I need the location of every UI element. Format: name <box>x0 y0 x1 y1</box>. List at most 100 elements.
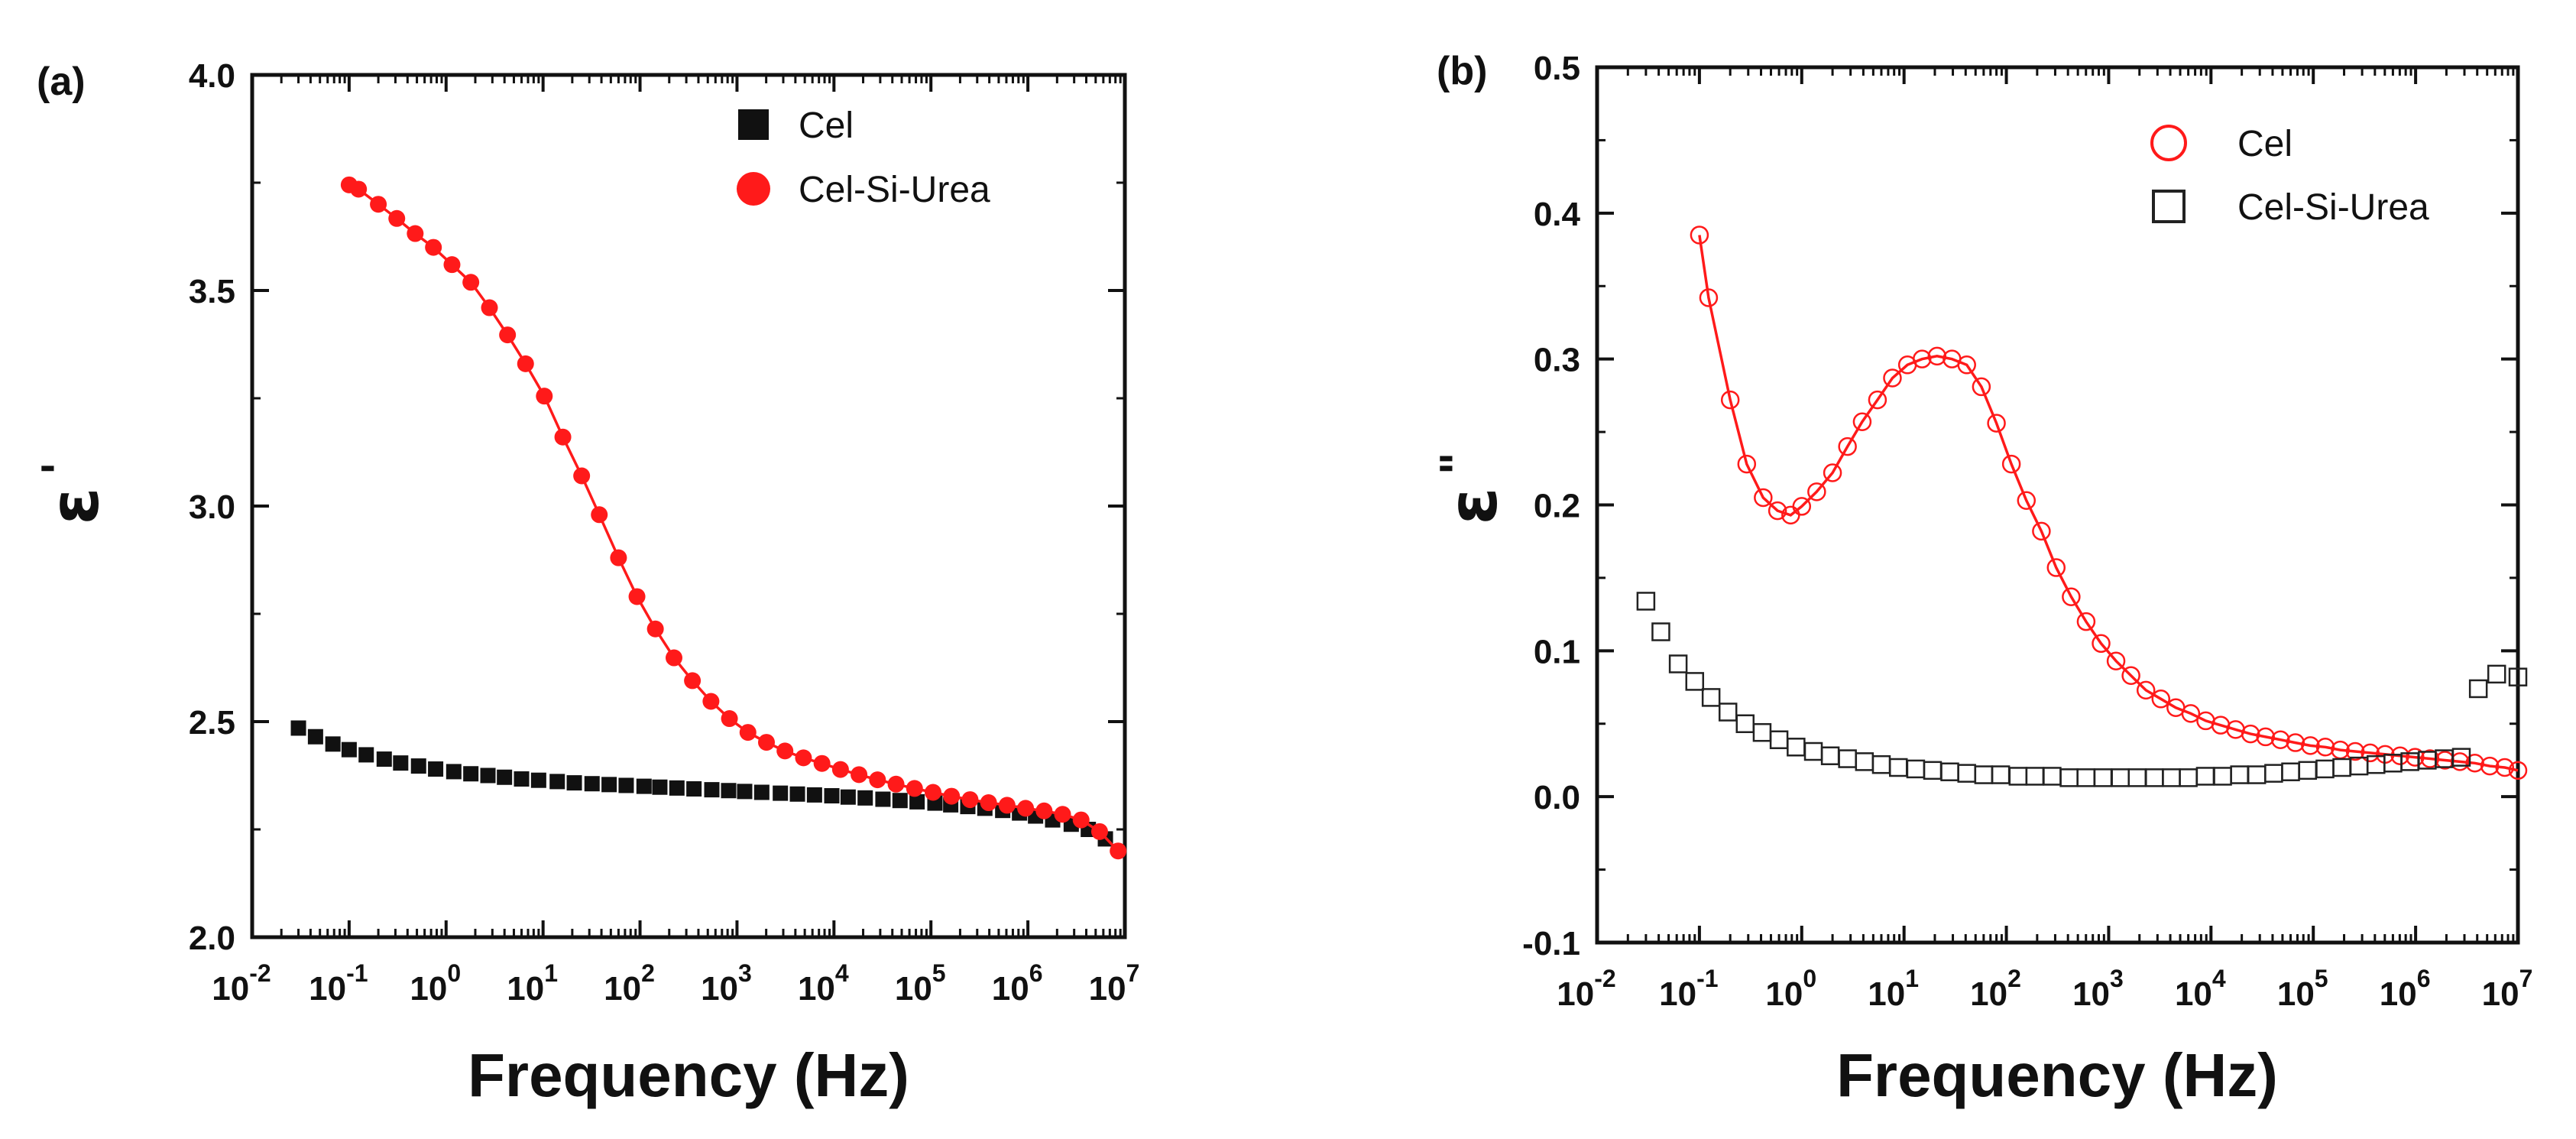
cel-si-urea-point <box>1803 741 1823 761</box>
cel-si-urea-point <box>1685 672 1705 691</box>
cel-point <box>2495 758 2515 777</box>
cel-point <box>2017 491 2036 511</box>
x-tick-label: 104 <box>2175 965 2226 1013</box>
cel-point <box>1690 226 1709 245</box>
cel-point <box>2151 690 2171 709</box>
cel-point <box>2032 521 2051 541</box>
cel-si-urea-point <box>370 196 387 213</box>
cel-si-urea-point <box>1769 730 1789 749</box>
cel-point <box>549 774 565 790</box>
cel-si-urea-point <box>924 784 941 801</box>
panel-a-legend: Cel Cel-Si-Urea <box>737 105 990 210</box>
y-tick-label: 0.0 <box>1534 779 1580 816</box>
cel-si-urea-point <box>1090 823 1108 840</box>
cel-si-urea-point <box>536 388 553 405</box>
cel-point <box>2181 704 2201 723</box>
y-tick-label: 0.2 <box>1534 488 1580 525</box>
cel-point <box>1987 414 2006 433</box>
panel-a-marks <box>290 176 1127 860</box>
x-tick-label: 10-2 <box>1557 965 1615 1013</box>
cel-si-urea-point <box>2162 768 2181 787</box>
cel-si-urea-point <box>1636 592 1656 611</box>
cel-point <box>2450 752 2470 771</box>
y-tick-label: -0.1 <box>1522 925 1580 962</box>
cel-si-urea-point <box>1855 752 1874 771</box>
legend-cel-si-urea-label: Cel-Si-Urea <box>2237 187 2429 228</box>
cel-si-urea-point <box>2247 765 2267 784</box>
cel-si-urea-point <box>2195 767 2215 786</box>
cel-si-urea-point <box>2487 664 2506 684</box>
cel-si-urea-point <box>1871 754 1891 774</box>
cel-si-urea-point <box>517 355 534 372</box>
cel-point <box>2301 736 2320 755</box>
legend-cel-marker <box>738 109 769 140</box>
cel-si-urea-point <box>795 749 812 767</box>
cel-si-urea-point <box>1110 842 1127 860</box>
cel-si-urea-point <box>2315 759 2335 779</box>
y-tick-label: 2.0 <box>189 920 235 957</box>
cel-point <box>1838 436 1857 456</box>
cel-si-urea-point <box>2508 667 2528 686</box>
cel-point <box>2406 748 2425 767</box>
cel-point <box>2480 756 2500 776</box>
cel-si-urea-point <box>2043 767 2062 786</box>
y-tick-label: 0.1 <box>1534 633 1580 670</box>
cel-point <box>1792 497 1812 516</box>
x-tick-label: 100 <box>1765 965 1816 1013</box>
x-tick-label: 101 <box>507 959 558 1008</box>
y-tick-label: 0.4 <box>1534 196 1581 233</box>
cel-si-urea-point <box>980 794 997 812</box>
panel-b-permittivity-imag: (b) 10-2 10-1 100 101 102 103 104 105 106 107 -0.1… <box>1431 49 2532 1109</box>
y-tick-label: 2.5 <box>189 704 235 741</box>
cel-si-urea-point <box>739 724 757 741</box>
cel-point <box>840 789 856 805</box>
cel-si-urea-point <box>573 467 591 485</box>
cel-point <box>530 772 546 788</box>
y-tick-label: 0.3 <box>1534 342 1580 379</box>
cel-si-urea-point <box>1974 765 1994 784</box>
x-tick-label: 105 <box>2277 965 2328 1013</box>
cel-point <box>1852 412 1872 431</box>
cel-point <box>341 741 357 758</box>
cel-point <box>652 779 668 795</box>
cel-si-urea-point <box>831 761 849 778</box>
cel-si-urea-point <box>610 549 627 566</box>
cel-si-urea-point <box>2281 762 2300 781</box>
cel-point <box>307 729 323 745</box>
cel-point <box>1807 482 1826 501</box>
cel-si-urea-point <box>388 209 406 227</box>
cel-point <box>514 771 530 787</box>
cel-si-urea-point <box>646 620 664 638</box>
cel-si-urea-point <box>1940 762 1959 781</box>
cel-point <box>909 793 925 810</box>
cel-si-urea-point <box>425 239 442 256</box>
cel-si-urea-point <box>2468 679 2488 699</box>
cel-si-urea-point <box>1035 802 1053 819</box>
cel-point <box>686 780 702 797</box>
panel-b-marks <box>1636 226 2528 787</box>
cel-point <box>2062 587 2081 606</box>
cel-si-urea-point <box>684 672 702 690</box>
cel-point <box>737 784 753 800</box>
cel-point <box>1768 501 1787 521</box>
cel-si-urea-point <box>1838 749 1857 768</box>
cel-si-urea-point <box>2145 768 2164 787</box>
cel-si-urea-point <box>961 791 979 809</box>
cel-point <box>393 755 409 771</box>
legend-cel-si-urea-label: Cel-Si-Urea <box>799 170 990 210</box>
panel-a-x-axis-title: Frequency (Hz) <box>468 1041 909 1109</box>
legend-cel-label: Cel <box>2237 124 2292 164</box>
cel-point <box>446 764 462 780</box>
cel-point <box>2092 634 2111 654</box>
cel-point <box>2106 651 2126 670</box>
cel-si-urea-point <box>1072 811 1090 829</box>
panel-b-legend: Cel Cel-Si-Urea <box>2150 124 2429 228</box>
panel-a-y-axis-epsilon: ε <box>35 488 114 525</box>
cel-si-urea-point <box>813 754 831 772</box>
cel-point <box>2465 754 2484 773</box>
cel-point <box>497 769 513 785</box>
cel-point <box>618 777 634 793</box>
x-tick-label: 107 <box>2482 965 2533 1013</box>
x-tick-label: 101 <box>1868 965 1919 1013</box>
cel-si-urea-point <box>851 766 868 784</box>
